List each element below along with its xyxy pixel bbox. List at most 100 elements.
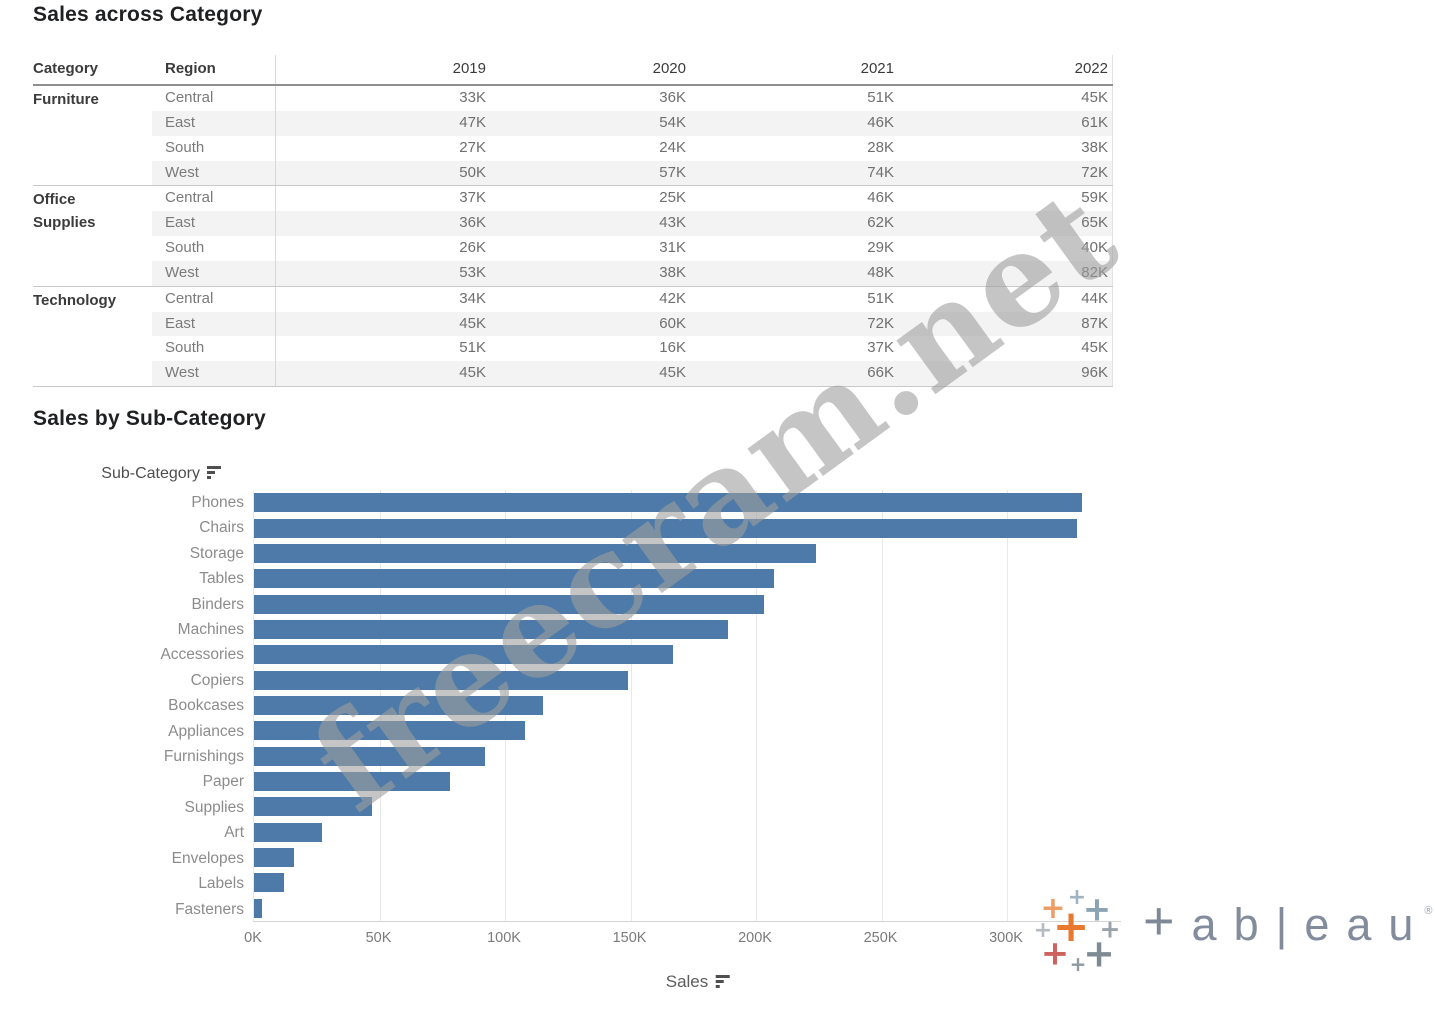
sales-value-cell[interactable]: 45K — [275, 361, 490, 387]
bar-row-label[interactable]: Envelopes — [171, 849, 244, 867]
bar[interactable] — [254, 670, 628, 690]
bar[interactable] — [254, 772, 450, 792]
sales-value-cell[interactable]: 74K — [690, 160, 898, 186]
sales-value-cell[interactable]: 43K — [490, 211, 690, 237]
sales-value-cell[interactable]: 53K — [275, 260, 490, 286]
sort-descending-icon[interactable] — [207, 466, 222, 479]
sales-value-cell[interactable]: 51K — [867, 289, 894, 307]
category-label[interactable]: Technology — [33, 291, 117, 309]
region-label[interactable]: South — [165, 239, 205, 257]
sales-value-cell[interactable]: 40K — [898, 236, 1113, 261]
sales-value-cell[interactable]: 47K — [275, 110, 490, 136]
sales-value-cell[interactable]: 16K — [659, 339, 686, 357]
column-header-category[interactable]: Category — [33, 60, 99, 77]
category-label[interactable]: Furniture — [33, 91, 99, 108]
bar[interactable] — [254, 746, 485, 766]
region-label[interactable]: Central — [165, 189, 214, 207]
bar-row-label[interactable]: Storage — [189, 544, 244, 562]
bar[interactable] — [254, 645, 674, 665]
sales-value-cell[interactable]: 37K — [867, 339, 894, 357]
sales-value-cell[interactable]: 65K — [898, 211, 1113, 237]
sales-value-cell[interactable]: 61K — [898, 110, 1113, 136]
category-label[interactable]: Office Supplies — [33, 191, 96, 232]
region-label[interactable]: West — [152, 361, 275, 387]
sales-value-cell[interactable]: 72K — [898, 160, 1113, 186]
row-axis-header[interactable]: Sub-Category — [0, 465, 222, 483]
sales-value-cell[interactable]: 46K — [867, 189, 894, 207]
sales-value-cell[interactable]: 50K — [275, 160, 490, 186]
region-label[interactable]: Central — [165, 289, 214, 307]
bar-row-label[interactable]: Fasteners — [175, 900, 244, 918]
bar-row-label[interactable]: Art — [224, 824, 244, 842]
sales-value-cell[interactable]: 96K — [898, 361, 1113, 387]
sales-value-cell[interactable]: 36K — [659, 89, 686, 106]
sales-value-cell[interactable]: 45K — [898, 336, 1113, 362]
bar[interactable] — [254, 493, 1083, 513]
column-header-year[interactable]: 2020 — [652, 60, 686, 77]
sales-value-cell[interactable]: 26K — [275, 236, 490, 261]
bar[interactable] — [254, 543, 817, 563]
bar[interactable] — [254, 594, 764, 614]
sales-value-cell[interactable]: 38K — [898, 135, 1113, 161]
sales-value-cell[interactable]: 25K — [659, 189, 686, 207]
sales-value-cell[interactable]: 45K — [898, 86, 1113, 111]
sales-value-cell[interactable]: 51K — [867, 89, 894, 106]
bar[interactable] — [254, 797, 372, 817]
bar[interactable] — [254, 848, 295, 868]
sales-value-cell[interactable]: 46K — [690, 110, 898, 136]
sales-value-cell[interactable]: 42K — [659, 289, 686, 307]
sales-value-cell[interactable]: 24K — [659, 138, 686, 156]
bar-row-label[interactable]: Supplies — [184, 798, 244, 816]
bar-row-label[interactable]: Accessories — [160, 646, 244, 664]
region-label[interactable]: South — [165, 138, 205, 156]
sales-value-cell[interactable]: 38K — [490, 260, 690, 286]
bar-row-label[interactable]: Paper — [202, 773, 244, 791]
sales-value-cell[interactable]: 82K — [898, 260, 1113, 286]
region-label[interactable]: West — [152, 260, 275, 286]
bar-row-label[interactable]: Phones — [191, 494, 244, 511]
bar[interactable] — [254, 518, 1078, 538]
sales-value-cell[interactable]: 36K — [275, 211, 490, 237]
bar-row-label[interactable]: Labels — [198, 875, 244, 893]
bar-row-label[interactable]: Machines — [177, 621, 244, 639]
bar-row-label[interactable]: Furnishings — [163, 748, 244, 766]
column-header-year[interactable]: 2022 — [898, 55, 1113, 84]
region-label[interactable]: East — [152, 211, 275, 237]
bar[interactable] — [254, 822, 322, 842]
sales-value-cell[interactable]: 45K — [275, 311, 490, 337]
bar-row-label[interactable]: Tables — [199, 570, 244, 588]
sales-value-cell[interactable]: 66K — [690, 361, 898, 387]
bar-row-label[interactable]: Binders — [191, 595, 244, 613]
bar[interactable] — [254, 569, 774, 589]
x-axis-title[interactable]: Sales — [666, 972, 731, 992]
sales-value-cell[interactable]: 54K — [490, 110, 690, 136]
sales-value-cell[interactable]: 57K — [490, 160, 690, 186]
sales-value-cell[interactable]: 29K — [867, 239, 894, 257]
sales-value-cell[interactable]: 72K — [690, 311, 898, 337]
bar[interactable] — [254, 619, 729, 639]
bar-row-label[interactable]: Appliances — [168, 722, 244, 740]
region-label[interactable]: East — [152, 311, 275, 337]
sales-value-cell[interactable]: 28K — [867, 138, 894, 156]
bar-row-label[interactable]: Chairs — [199, 519, 244, 537]
column-header-region[interactable]: Region — [165, 60, 216, 77]
region-label[interactable]: West — [152, 160, 275, 186]
sales-value-cell[interactable]: 45K — [490, 361, 690, 387]
region-label[interactable]: East — [152, 110, 275, 136]
sales-value-cell[interactable]: 62K — [690, 211, 898, 237]
sales-value-cell[interactable]: 37K — [275, 186, 490, 212]
sales-value-cell[interactable]: 87K — [898, 311, 1113, 337]
bar[interactable] — [254, 898, 262, 918]
column-header-year[interactable]: 2019 — [275, 55, 490, 84]
tableau-logo[interactable]: + + + + + + + + + + a b | e a u ® — [1025, 876, 1433, 994]
sales-value-cell[interactable]: 44K — [898, 286, 1113, 312]
sales-value-cell[interactable]: 48K — [690, 260, 898, 286]
sales-value-cell[interactable]: 51K — [275, 336, 490, 362]
bar-row-label[interactable]: Bookcases — [168, 697, 244, 715]
bar[interactable] — [254, 721, 526, 741]
sales-value-cell[interactable]: 31K — [659, 239, 686, 257]
sales-value-cell[interactable]: 59K — [898, 186, 1113, 212]
sales-value-cell[interactable]: 33K — [275, 86, 490, 111]
sales-value-cell[interactable]: 27K — [275, 135, 490, 161]
column-header-year[interactable]: 2021 — [860, 60, 894, 77]
